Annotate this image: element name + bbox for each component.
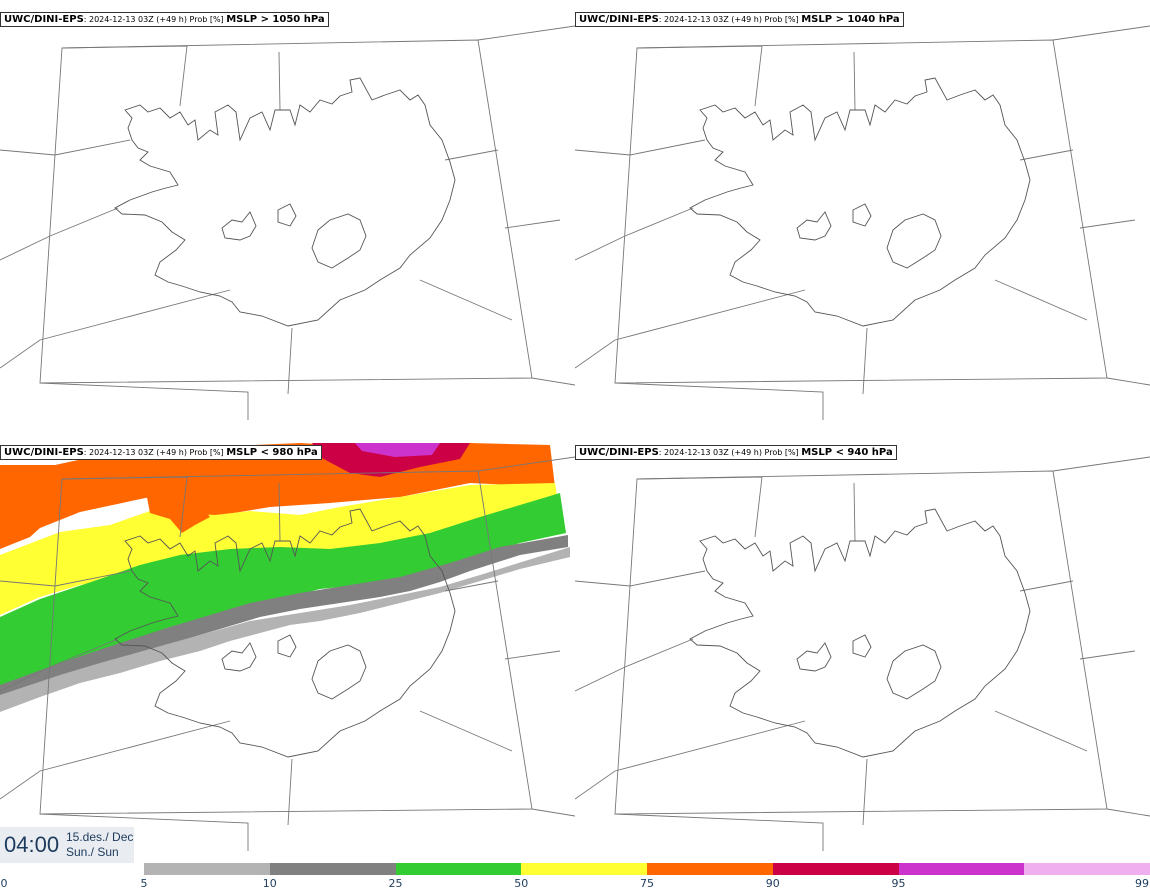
map-canvas (575, 456, 1150, 851)
legend-tick-label: 75 (640, 877, 654, 890)
iceland-coastline (689, 77, 1031, 327)
probability-field (0, 443, 570, 712)
iceland-coastline (689, 508, 1031, 758)
lat-lon-grid (0, 25, 575, 420)
iceland-coastline (114, 508, 456, 758)
legend-swatch (647, 863, 773, 875)
legend-swatch (395, 863, 522, 875)
run-info: : 2024-12-13 03Z (+49 h) Prob [%] (658, 15, 802, 24)
lat-lon-grid (575, 456, 1150, 851)
map-canvas (0, 25, 575, 420)
field-name: MSLP < 980 hPa (226, 447, 318, 458)
map-panel-mslp-lt-980: UWC/DINI-EPS: 2024-12-13 03Z (+49 h) Pro… (0, 437, 575, 862)
legend-swatch (144, 863, 270, 875)
model-name: UWC/DINI-EPS (4, 14, 84, 25)
iceland-coastline (114, 77, 456, 327)
map-panel-mslp-gt-1040: UWC/DINI-EPS: 2024-12-13 03Z (+49 h) Pro… (575, 0, 1150, 425)
valid-time: 04:00 (4, 832, 60, 857)
lat-lon-grid (0, 456, 575, 851)
lat-lon-grid (575, 25, 1150, 420)
run-info: : 2024-12-13 03Z (+49 h) Prob [%] (83, 15, 227, 24)
legend-tick-label: 50 (514, 877, 529, 890)
run-info: : 2024-12-13 03Z (+49 h) Prob [%] (658, 448, 802, 457)
band-75-90 (0, 465, 55, 549)
legend-swatch (521, 863, 647, 875)
map-panel-mslp-gt-1050: UWC/DINI-EPS: 2024-12-13 03Z (+49 h) Pro… (0, 0, 575, 425)
legend-tick-label: 0 (0, 877, 8, 890)
map-panel-mslp-lt-940: UWC/DINI-EPS: 2024-12-13 03Z (+49 h) Pro… (575, 437, 1150, 862)
legend-tick-label: 5 (140, 877, 148, 890)
map-canvas (0, 443, 575, 851)
valid-weekday: Sun./ Sun (66, 845, 119, 859)
legend-swatch (1024, 863, 1150, 875)
legend-tick-label: 10 (262, 877, 277, 890)
field-name: MSLP < 940 hPa (801, 447, 893, 458)
band-75-90 (0, 443, 555, 547)
field-name: MSLP > 1050 hPa (226, 14, 325, 25)
color-legend (144, 863, 1150, 875)
model-name: UWC/DINI-EPS (4, 447, 84, 458)
timestamp-box (0, 827, 134, 863)
band-75-90 (145, 477, 210, 533)
legend-swatch (772, 863, 899, 875)
field-name: MSLP > 1040 hPa (801, 14, 900, 25)
legend-swatch (898, 863, 1025, 875)
panel-title: UWC/DINI-EPS: 2024-12-13 03Z (+49 h) Pro… (0, 12, 329, 27)
band-10-25 (0, 535, 568, 699)
panel-title: UWC/DINI-EPS: 2024-12-13 03Z (+49 h) Pro… (575, 445, 897, 460)
model-name: UWC/DINI-EPS (579, 14, 659, 25)
legend-tick-label: 25 (388, 877, 403, 890)
legend-tick-label: 90 (765, 877, 780, 890)
legend-tick-label: 95 (891, 877, 906, 890)
legend-tick-label: 99 (1135, 877, 1149, 890)
valid-date: 15.des./ Dec (66, 830, 134, 844)
panel-title: UWC/DINI-EPS: 2024-12-13 03Z (+49 h) Pro… (0, 445, 322, 460)
band-95-99 (355, 443, 440, 457)
run-info: : 2024-12-13 03Z (+49 h) Prob [%] (83, 448, 227, 457)
panel-title: UWC/DINI-EPS: 2024-12-13 03Z (+49 h) Pro… (575, 12, 904, 27)
map-canvas (575, 25, 1150, 420)
model-name: UWC/DINI-EPS (579, 447, 659, 458)
legend-swatch (269, 863, 396, 875)
